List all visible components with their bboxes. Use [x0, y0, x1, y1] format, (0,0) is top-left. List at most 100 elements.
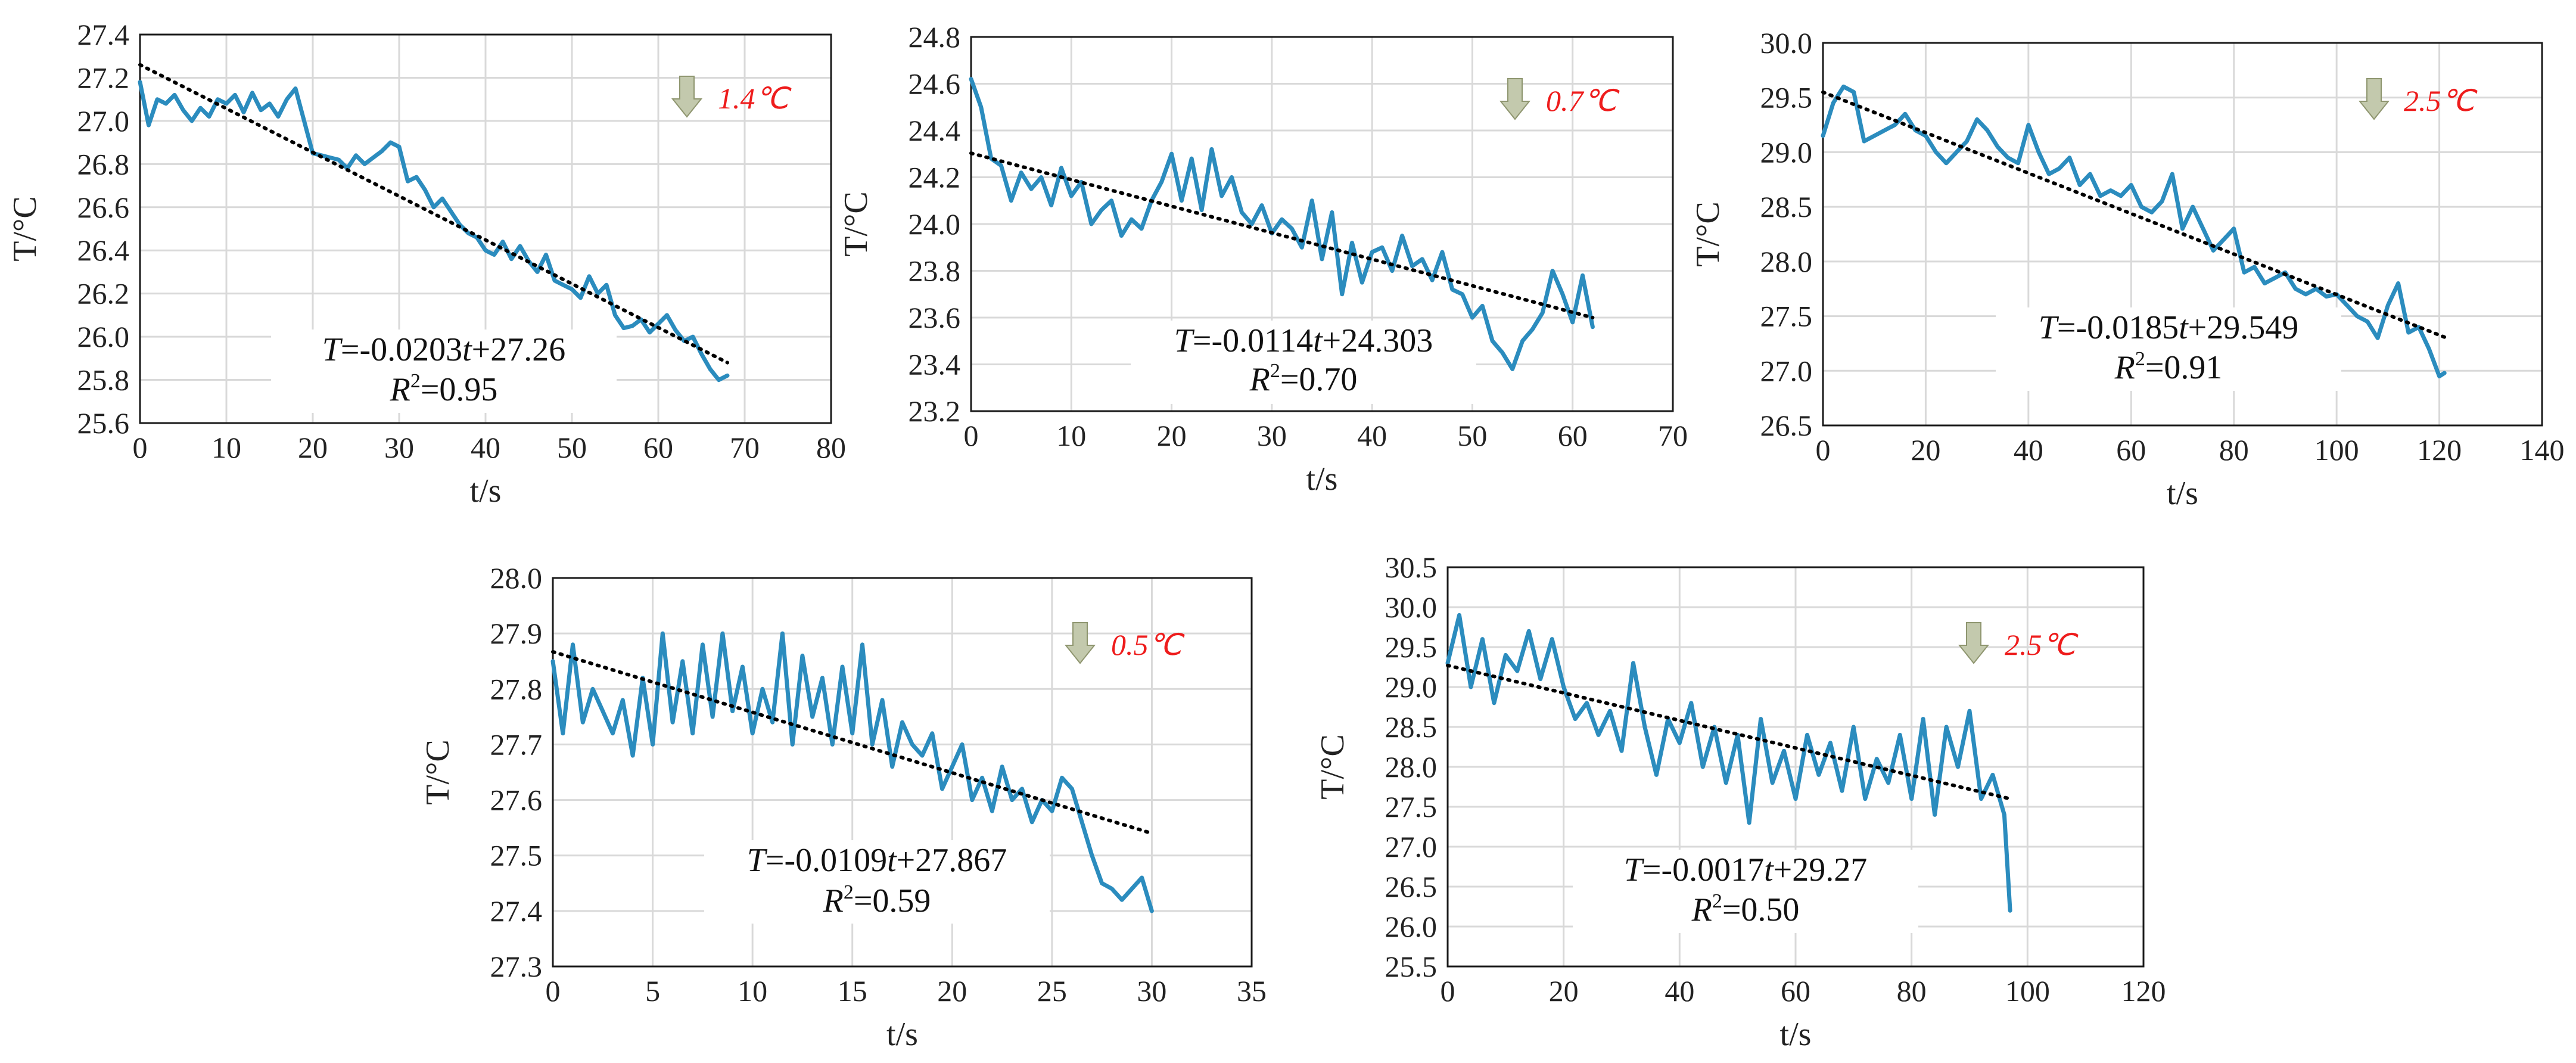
x-tick-label: 40: [2014, 433, 2043, 467]
r-squared-label: R2=0.59: [823, 881, 931, 919]
y-tick-label: 30.5: [1385, 551, 1438, 584]
x-tick-label: 0: [1441, 974, 1455, 1008]
x-tick-label: 10: [211, 431, 241, 464]
y-axis-title: T/°C: [1690, 201, 1726, 267]
y-tick-label: 27.3: [490, 950, 543, 983]
y-tick-label: 27.0: [77, 104, 130, 138]
y-tick-label: 27.9: [490, 617, 543, 650]
x-tick-label: 10: [1056, 419, 1086, 452]
x-tick-label: 0: [133, 431, 148, 464]
chart-4: 0 5 10 15 20 25 30 35 27.3 27.4 27.5 27.6 27.7 27.8 27…: [419, 561, 1267, 1053]
x-tick-label: 70: [730, 431, 760, 464]
y-tick-label: 29.0: [1385, 670, 1438, 704]
y-tick-label: 27.0: [1760, 354, 1813, 387]
x-tick-label: 35: [1237, 974, 1267, 1008]
x-axis-title: t/s: [1780, 1016, 1812, 1053]
x-tick-label: 80: [2219, 433, 2249, 467]
x-tick-label: 30: [1257, 419, 1287, 452]
y-tick-label: 29.5: [1385, 630, 1438, 664]
y-tick-label: 27.2: [77, 61, 130, 94]
y-tick-label: 23.8: [909, 254, 961, 288]
y-tick-label: 25.6: [77, 406, 130, 440]
equation-label: T=-0.0017t+29.27: [1624, 851, 1868, 888]
x-axis-title: t/s: [1306, 461, 1338, 498]
y-tick-label: 27.5: [1760, 300, 1813, 333]
equation-label: T=-0.0185t+29.549: [2039, 309, 2299, 346]
x-tick-label: 120: [2417, 433, 2462, 467]
x-tick-label: 15: [838, 974, 867, 1008]
equation-box: [1573, 850, 1918, 933]
y-tick-label: 23.2: [909, 394, 961, 428]
temperature-drop-label: 0.7℃: [1546, 84, 1620, 117]
down-arrow-icon: [1958, 622, 1990, 664]
y-tick-label: 23.6: [909, 301, 961, 334]
down-arrow-icon: [2358, 78, 2390, 120]
data-line: [1821, 84, 2447, 378]
x-tick-label: 20: [1157, 419, 1187, 452]
y-tick-label: 26.5: [1385, 870, 1438, 903]
data-line: [138, 80, 730, 383]
x-tick-label: 80: [816, 431, 846, 464]
y-tick-label: 27.4: [77, 18, 130, 51]
trendline: [1446, 663, 2012, 801]
temperature-drop-label: 2.5℃: [2404, 84, 2478, 117]
chart-3: 0 20 40 60 80 100 120 140 26.5 27.0 27.5 28.0 28.5 29…: [1690, 26, 2565, 512]
y-tick-label: 29.0: [1760, 135, 1813, 169]
r-squared-label: R2=0.50: [1691, 890, 1800, 928]
x-tick-label: 100: [2005, 974, 2050, 1008]
y-axis-title: T/°C: [419, 739, 456, 805]
x-tick-label: 60: [1558, 419, 1588, 452]
plot-frame: [1822, 42, 2543, 427]
y-tick-label: 28.5: [1385, 710, 1438, 744]
equation-label: T=-0.0109t+27.867: [747, 842, 1007, 879]
y-tick-label: 28.0: [490, 561, 543, 595]
y-tick-label: 24.8: [909, 20, 961, 54]
y-tick-label: 23.4: [909, 348, 961, 381]
x-tick-label: 5: [645, 974, 660, 1008]
y-tick-label: 30.0: [1760, 26, 1813, 60]
r-squared-label: R2=0.91: [2114, 348, 2223, 386]
x-tick-label: 30: [384, 431, 414, 464]
data-line: [969, 77, 1595, 371]
x-tick-label: 0: [1816, 433, 1831, 467]
trendline: [1821, 90, 2451, 341]
x-tick-label: 20: [1911, 433, 1940, 467]
x-tick-label: 20: [937, 974, 967, 1008]
x-tick-label: 20: [1549, 974, 1579, 1008]
r-squared-label: R2=0.95: [390, 370, 498, 408]
x-tick-label: 80: [1897, 974, 1927, 1008]
x-tick-label: 0: [546, 974, 561, 1008]
y-axis-title: T/°C: [7, 196, 43, 262]
y-tick-label: 30.0: [1385, 590, 1438, 624]
y-tick-label: 28.0: [1385, 750, 1438, 784]
y-tick-label: 26.5: [1760, 409, 1813, 442]
y-tick-label: 24.0: [909, 207, 961, 241]
y-tick-label: 26.6: [77, 191, 130, 224]
data-line: [1445, 613, 2012, 913]
x-tick-label: 60: [643, 431, 673, 464]
x-tick-label: 30: [1137, 974, 1166, 1008]
x-tick-label: 40: [1357, 419, 1387, 452]
trendline: [138, 63, 729, 365]
equation-label: T=-0.0114t+24.303: [1174, 322, 1433, 359]
x-tick-label: 40: [471, 431, 500, 464]
y-tick-label: 25.8: [77, 363, 130, 397]
equation-box: [271, 330, 617, 413]
y-tick-label: 26.2: [77, 277, 130, 310]
y-tick-label: 27.7: [490, 728, 543, 761]
chart-5: 0 20 40 60 80 100 120 25.5 26.0 26.5 27.0 27.5 28.0 2…: [1314, 551, 2166, 1053]
y-tick-label: 27.6: [490, 784, 543, 817]
down-arrow-icon: [1064, 622, 1096, 664]
x-tick-label: 10: [738, 974, 767, 1008]
temperature-drop-label: 2.5℃: [2005, 628, 2079, 661]
down-arrow-icon: [671, 76, 703, 118]
y-tick-label: 24.4: [909, 114, 961, 147]
y-tick-label: 28.5: [1760, 190, 1813, 223]
x-axis-title: t/s: [470, 473, 502, 509]
y-tick-label: 27.8: [490, 672, 543, 705]
plot-frame: [1446, 566, 2145, 968]
x-tick-label: 50: [557, 431, 587, 464]
x-tick-label: 40: [1665, 974, 1694, 1008]
data-line: [550, 631, 1154, 913]
y-tick-label: 27.4: [490, 894, 543, 928]
